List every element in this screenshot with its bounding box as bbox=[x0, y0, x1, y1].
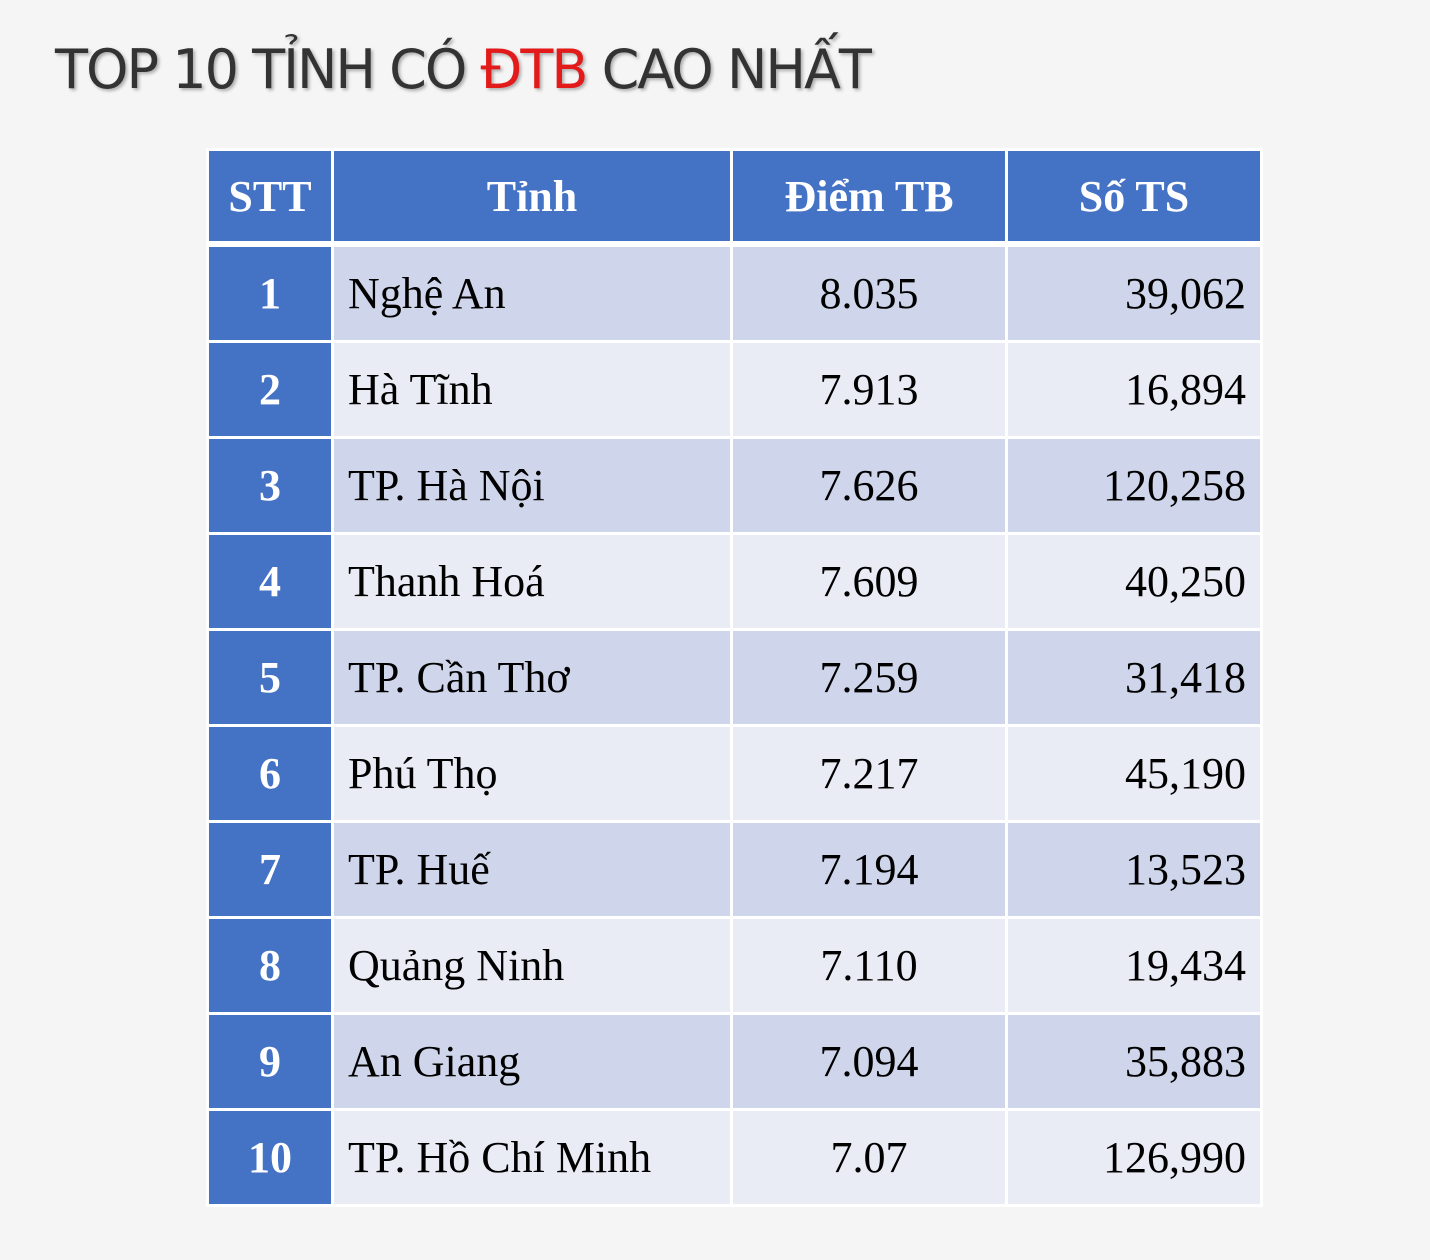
cell-score: 7.110 bbox=[733, 919, 1005, 1012]
cell-count: 39,062 bbox=[1008, 247, 1260, 340]
cell-name: TP. Hồ Chí Minh bbox=[334, 1111, 730, 1204]
cell-count: 35,883 bbox=[1008, 1015, 1260, 1108]
header-row: STT Tỉnh Điểm TB Số TS bbox=[209, 151, 1260, 244]
title-part: TOP 10 TỈNH CÓ bbox=[55, 38, 481, 101]
header-cell: Điểm TB bbox=[733, 151, 1005, 244]
cell-stt: 9 bbox=[209, 1015, 331, 1108]
table-row: 5 TP. Cần Thơ 7.259 31,418 bbox=[209, 631, 1260, 724]
cell-score: 7.609 bbox=[733, 535, 1005, 628]
title: TOP 10 TỈNH CÓ ĐTB CAO NHẤT bbox=[55, 38, 872, 101]
cell-name: Thanh Hoá bbox=[334, 535, 730, 628]
cell-score: 7.094 bbox=[733, 1015, 1005, 1108]
cell-stt: 8 bbox=[209, 919, 331, 1012]
table-row: 1 Nghệ An 8.035 39,062 bbox=[209, 247, 1260, 340]
header-cell: Số TS bbox=[1008, 151, 1260, 244]
cell-score: 7.194 bbox=[733, 823, 1005, 916]
cell-count: 19,434 bbox=[1008, 919, 1260, 1012]
table-row: 2 Hà Tĩnh 7.913 16,894 bbox=[209, 343, 1260, 436]
title-highlight: ĐTB bbox=[480, 38, 589, 101]
cell-count: 126,990 bbox=[1008, 1111, 1260, 1204]
table-row: 3 TP. Hà Nội 7.626 120,258 bbox=[209, 439, 1260, 532]
cell-count: 45,190 bbox=[1008, 727, 1260, 820]
cell-stt: 5 bbox=[209, 631, 331, 724]
cell-stt: 3 bbox=[209, 439, 331, 532]
cell-name: An Giang bbox=[334, 1015, 730, 1108]
header-cell: STT bbox=[209, 151, 331, 244]
cell-stt: 6 bbox=[209, 727, 331, 820]
cell-count: 31,418 bbox=[1008, 631, 1260, 724]
table-row: 8 Quảng Ninh 7.110 19,434 bbox=[209, 919, 1260, 1012]
cell-stt: 2 bbox=[209, 343, 331, 436]
cell-score: 8.035 bbox=[733, 247, 1005, 340]
table-row: 9 An Giang 7.094 35,883 bbox=[209, 1015, 1260, 1108]
cell-name: TP. Hà Nội bbox=[334, 439, 730, 532]
table: STT Tỉnh Điểm TB Số TS 1 Nghệ An 8.035 39,062 2… bbox=[206, 148, 1263, 1207]
cell-score: 7.259 bbox=[733, 631, 1005, 724]
cell-score: 7.07 bbox=[733, 1111, 1005, 1204]
table-row: 4 Thanh Hoá 7.609 40,250 bbox=[209, 535, 1260, 628]
header-cell: Tỉnh bbox=[334, 151, 730, 244]
cell-count: 120,258 bbox=[1008, 439, 1260, 532]
cell-name: Nghệ An bbox=[334, 247, 730, 340]
cell-stt: 4 bbox=[209, 535, 331, 628]
cell-score: 7.217 bbox=[733, 727, 1005, 820]
title-part: CAO NHẤT bbox=[586, 38, 872, 101]
cell-name: TP. Huế bbox=[334, 823, 730, 916]
table-row: 6 Phú Thọ 7.217 45,190 bbox=[209, 727, 1260, 820]
cell-name: Hà Tĩnh bbox=[334, 343, 730, 436]
cell-count: 16,894 bbox=[1008, 343, 1260, 436]
cell-count: 40,250 bbox=[1008, 535, 1260, 628]
cell-name: Quảng Ninh bbox=[334, 919, 730, 1012]
cell-score: 7.913 bbox=[733, 343, 1005, 436]
table-row: 7 TP. Huế 7.194 13,523 bbox=[209, 823, 1260, 916]
table-row: 10 TP. Hồ Chí Minh 7.07 126,990 bbox=[209, 1111, 1260, 1204]
cell-score: 7.626 bbox=[733, 439, 1005, 532]
cell-count: 13,523 bbox=[1008, 823, 1260, 916]
cell-name: TP. Cần Thơ bbox=[334, 631, 730, 724]
table-body: 1 Nghệ An 8.035 39,062 2 Hà Tĩnh 7.913 16,894 3 T… bbox=[209, 247, 1260, 1204]
cell-stt: 7 bbox=[209, 823, 331, 916]
cell-name: Phú Thọ bbox=[334, 727, 730, 820]
cell-stt: 1 bbox=[209, 247, 331, 340]
cell-stt: 10 bbox=[209, 1111, 331, 1204]
